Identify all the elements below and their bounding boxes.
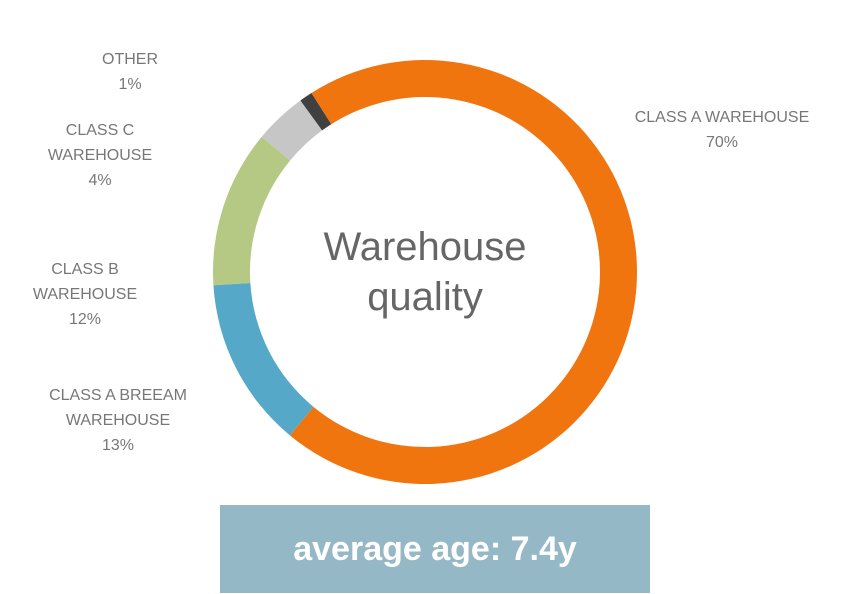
category-name: CLASS A BREEAM WAREHOUSE xyxy=(49,387,187,429)
value-label: 12% xyxy=(68,311,102,328)
donut-slice xyxy=(261,100,323,161)
slice-label: CLASS A BREEAM WAREHOUSE 13% xyxy=(18,383,218,458)
slice-label: CLASS B WAREHOUSE 12% xyxy=(10,257,160,332)
donut-slice xyxy=(300,93,332,131)
slice-label: OTHER 1% xyxy=(80,47,180,97)
donut-slice xyxy=(213,282,314,436)
slice-label: CLASS A WAREHOUSE 70% xyxy=(592,105,844,155)
category-name: CLASS C WAREHOUSE xyxy=(47,122,153,164)
category-name: OTHER xyxy=(102,51,158,68)
value-label: 13% xyxy=(101,437,135,454)
chart-title: Warehouse quality xyxy=(323,225,527,319)
value-label: 70% xyxy=(705,134,739,151)
value-label: 4% xyxy=(88,172,112,189)
category-name: CLASS B WAREHOUSE xyxy=(32,261,138,303)
value-label: 1% xyxy=(118,76,142,93)
slice-label: CLASS C WAREHOUSE 4% xyxy=(25,118,175,193)
footer-badge: average age: 7.4y xyxy=(220,505,650,593)
donut-slice xyxy=(213,136,291,286)
category-name: CLASS A WAREHOUSE xyxy=(634,109,810,126)
donut-slice xyxy=(289,60,637,484)
